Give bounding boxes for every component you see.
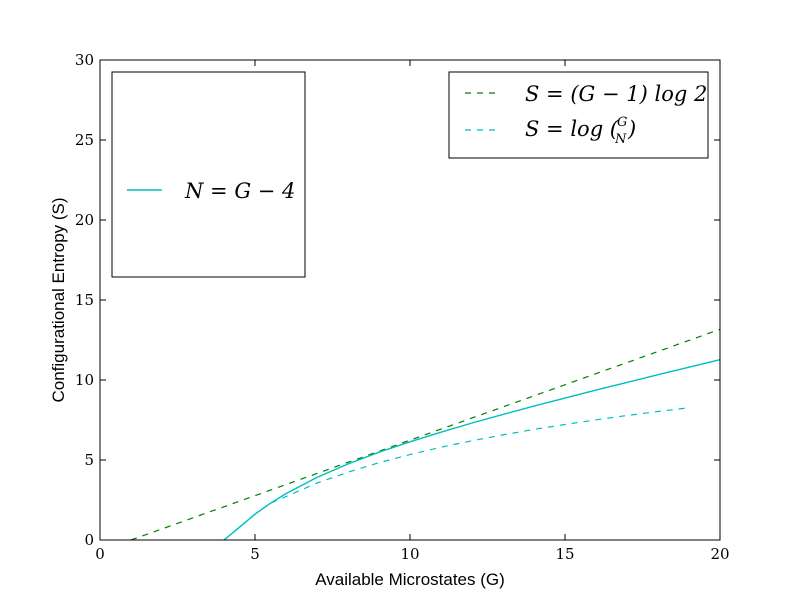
legend-left-frame bbox=[111, 71, 306, 278]
y-tick-label: 20 bbox=[75, 211, 94, 229]
x-tick-label: 15 bbox=[555, 545, 574, 563]
x-tick-label: 20 bbox=[710, 545, 729, 563]
y-axis-label: Configurational Entropy (S) bbox=[49, 197, 68, 402]
series-line-1 bbox=[223, 407, 690, 541]
series-line-0 bbox=[130, 328, 721, 541]
y-tick-label: 15 bbox=[75, 291, 94, 309]
y-tick-label: 0 bbox=[84, 531, 94, 549]
legend-right-frame bbox=[448, 71, 709, 159]
legend-binom-top: G bbox=[617, 115, 627, 130]
legend-entry-s-eq-g-minus-1-log2: S = (G − 1) log 2 bbox=[525, 82, 707, 106]
legend-entry-s-eq-log-binom: S = log ( bbox=[525, 117, 619, 141]
legend-entry-n-eq-g-minus-4: N = G − 4 bbox=[184, 179, 295, 203]
x-tick-label: 0 bbox=[95, 545, 105, 563]
plot-frame bbox=[99, 59, 721, 541]
y-tick-label: 10 bbox=[75, 371, 94, 389]
series-line-2 bbox=[223, 359, 721, 541]
y-tick-label: 5 bbox=[84, 451, 94, 469]
x-tick-label: 10 bbox=[400, 545, 419, 563]
legend-binom-bottom: N bbox=[614, 132, 627, 147]
legend-left: N = G − 4 bbox=[111, 71, 306, 278]
ticks: 0 5 10 15 20 0 5 10 15 20 25 30 bbox=[75, 51, 730, 563]
y-tick-label: 30 bbox=[75, 51, 94, 69]
legend-binom-close: ) bbox=[627, 117, 636, 141]
series-lines bbox=[130, 328, 721, 541]
x-axis-label: Available Microstates (G) bbox=[315, 570, 505, 589]
y-tick-label: 25 bbox=[75, 131, 94, 149]
x-tick-label: 5 bbox=[250, 545, 260, 563]
legend-right: S = (G − 1) log 2 S = log ( G N ) bbox=[448, 71, 709, 159]
